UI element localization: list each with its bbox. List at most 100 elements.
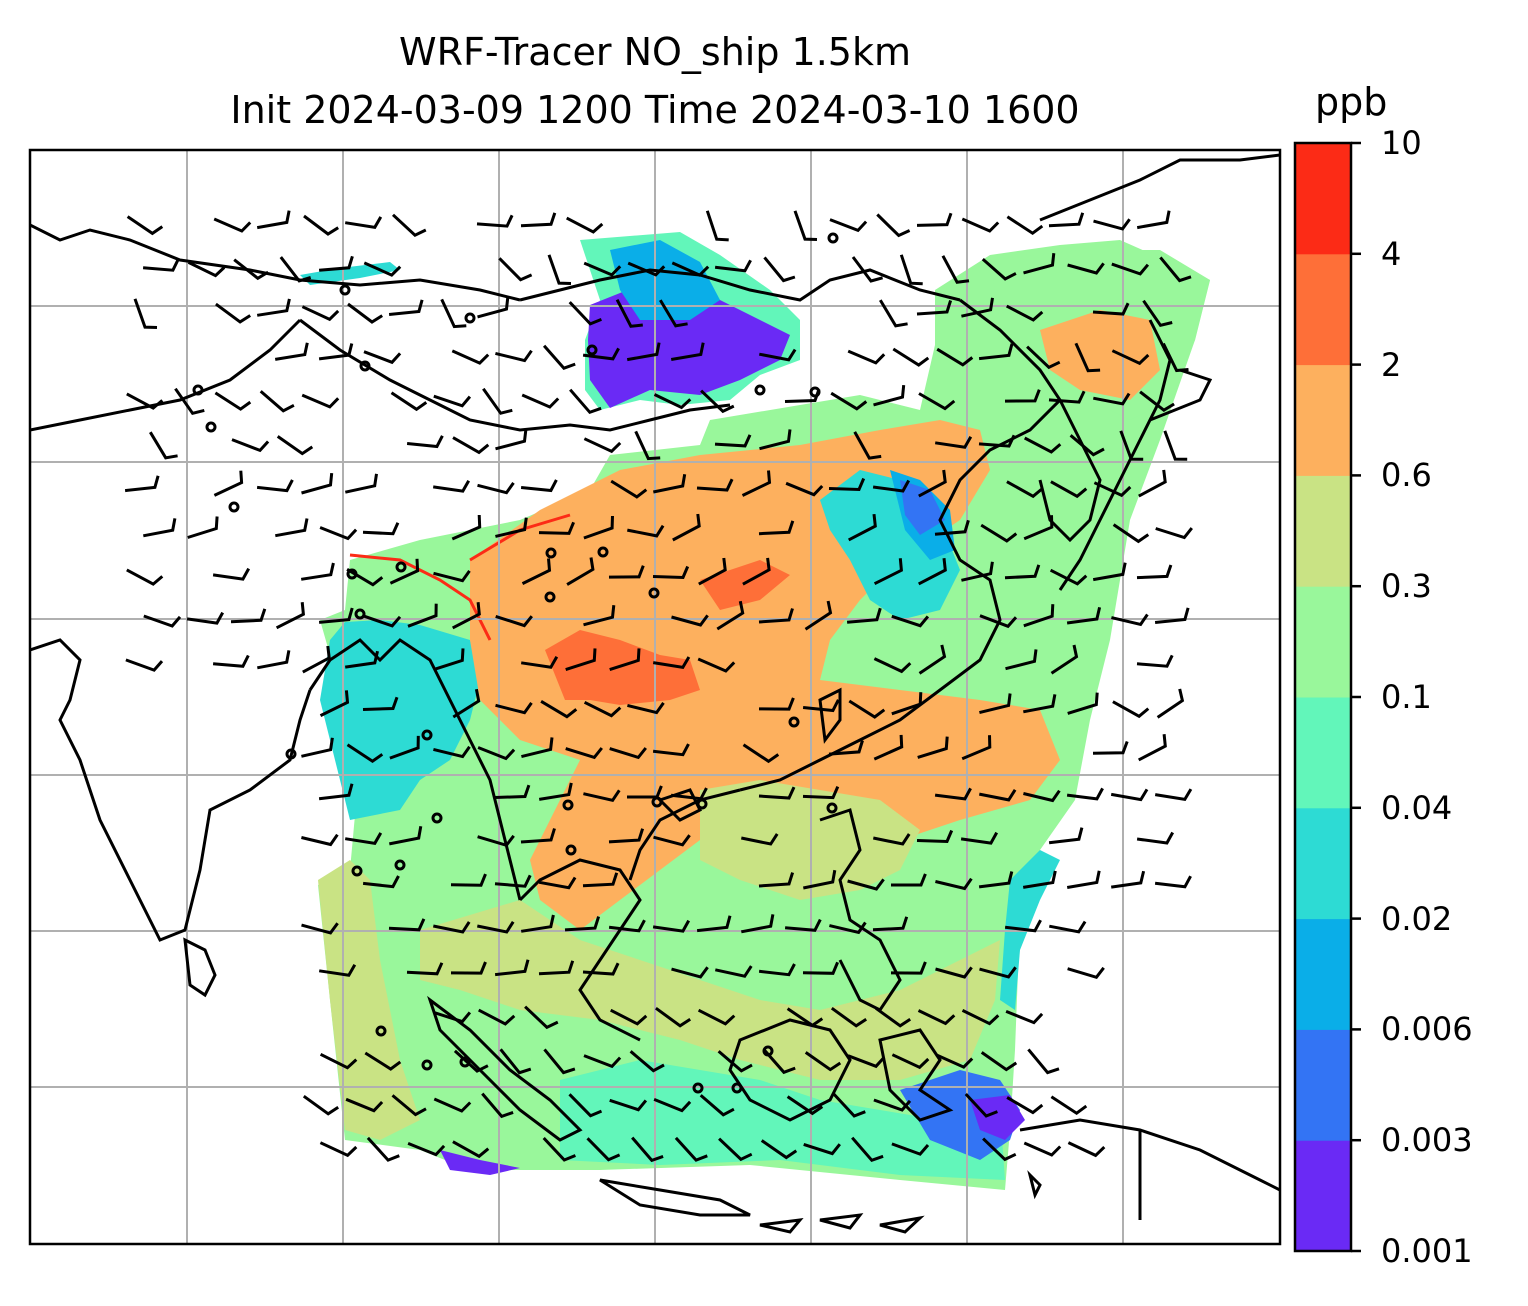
wind-barb [275,602,305,630]
wind-barb [918,558,947,586]
wind-barb [1066,787,1104,801]
wind-barb [1110,870,1146,889]
wind-barb [917,736,949,759]
wind-barb [873,558,903,586]
wind-barb [1136,654,1174,668]
wind-barb [1156,688,1185,719]
wind-barb [303,214,339,236]
wind-barb [697,1008,736,1026]
wind-barb [215,302,252,324]
calm-marker [459,1056,471,1068]
wind-barb [433,570,471,583]
wind-barb [1067,262,1105,275]
wind-barb [233,258,269,281]
coastline-borneo [728,1018,852,1122]
wind-barb [1048,827,1084,845]
border-central-asia [299,318,731,432]
wind-barb [495,429,528,451]
wind-barb [1139,390,1175,413]
colorbar-tick-label: 0.003 [1381,1121,1473,1160]
wind-barb [1005,649,1038,671]
wind-barb [918,392,956,411]
wind-barb [718,1137,753,1162]
border-west-asia [30,223,521,432]
wind-barb [847,878,885,891]
wind-barb [696,478,734,492]
wind-barb [583,437,622,454]
wind-barb [609,747,647,760]
coastline-java [599,1178,751,1217]
wind-barb [1067,966,1105,980]
wind-barb [388,918,426,932]
wind-barb [344,216,383,229]
wind-barb [433,648,465,672]
wind-barb [763,256,796,283]
wind-barb [873,384,906,407]
wind-barb [302,645,331,674]
calm-marker [586,344,598,356]
wind-barb [432,479,471,493]
field-southeast-purple [970,1095,1025,1140]
wind-barb [698,557,727,586]
wind-barb [256,298,291,317]
calm-marker [827,232,839,244]
wind-barb [1119,430,1144,461]
wind-barb [363,261,402,277]
wind-barb [451,514,482,541]
coastline-india [30,638,312,942]
wind-barb [366,1136,400,1162]
wind-barb [1050,1095,1088,1116]
wind-barb [941,255,970,284]
wind-barb [346,743,384,764]
wind-barb [495,702,533,715]
wind-barb [1138,469,1167,498]
coastline-hainan-taiwan [657,687,842,822]
wind-barb [918,644,947,675]
wind-barb [1069,434,1105,457]
wind-barb [520,212,557,228]
wind-barb [627,261,666,277]
wind-barb [520,656,559,669]
wind-barb [521,558,552,585]
wind-barb [671,966,709,979]
wind-barb [257,650,291,670]
wind-barb [1024,436,1062,454]
wind-barb [1093,392,1131,406]
wind-barb [174,387,205,416]
wind-barb [916,829,954,844]
wind-barb [696,915,732,933]
colorbar [1293,141,1361,1253]
calm-marker [788,716,800,728]
wind-barb [259,390,295,413]
wind-barb [1066,870,1101,889]
calm-marker [228,501,240,513]
wind-barb [391,213,427,237]
colorbar-tick-label: 10 [1381,124,1422,162]
wind-barb [672,513,701,542]
wind-barb [301,922,339,935]
calm-marker [339,284,351,296]
wind-barb [568,301,602,326]
wind-barb [978,343,1014,361]
wind-barb [980,523,1018,543]
wind-barb [495,517,528,538]
wind-barb [853,431,882,460]
colorbar-tick-label: 0.001 [1381,1232,1473,1270]
wind-barb [760,1139,798,1160]
wind-barb [276,435,314,456]
wind-barb [212,567,251,581]
calm-marker [648,587,660,599]
wind-barb [1067,692,1099,715]
calm-marker [395,561,407,573]
wind-barb [450,873,487,887]
map-title-line1: WRF-Tracer NO_ship 1.5km [399,30,911,74]
wind-barb [494,874,532,888]
wind-barb [917,1009,956,1026]
wind-barb [1159,256,1192,283]
wind-barb [847,1054,886,1069]
wind-barb [363,350,402,365]
wind-barb [520,914,555,933]
wind-barb [1093,218,1131,231]
calm-marker [696,798,708,810]
field-bay-band [320,620,480,820]
